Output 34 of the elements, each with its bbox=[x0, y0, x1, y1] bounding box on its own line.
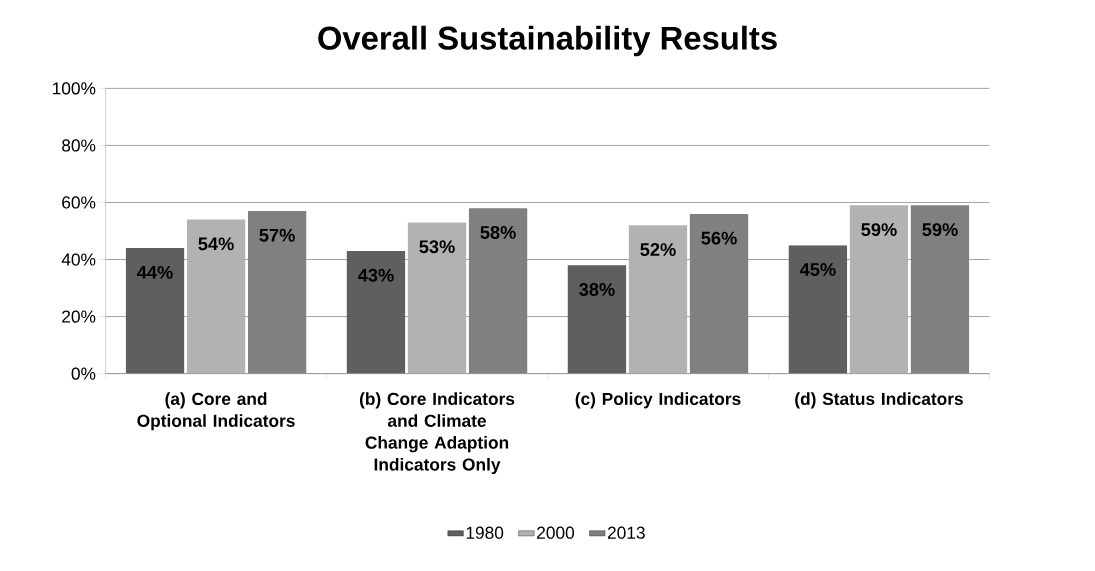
bar bbox=[125, 247, 185, 374]
y-tick-label: 20% bbox=[62, 310, 96, 323]
y-tick-label: 80% bbox=[62, 139, 96, 152]
data-label: 56% bbox=[701, 231, 737, 245]
bar bbox=[346, 250, 406, 374]
data-label: 53% bbox=[419, 240, 455, 253]
y-tick-label: 60% bbox=[62, 196, 96, 209]
chart-title: Overall Sustainability Results bbox=[318, 25, 777, 57]
x-tick-label: (d) Status Indicators bbox=[795, 392, 963, 409]
data-label: 54% bbox=[198, 237, 234, 251]
x-tick-label: (b) Core Indicators and Climate Change Adaption Indicators Only bbox=[359, 392, 515, 474]
bar bbox=[788, 245, 848, 374]
data-label: 58% bbox=[480, 225, 516, 239]
legend-label: 2000 bbox=[537, 526, 575, 539]
y-tick-label: 100% bbox=[52, 82, 96, 95]
data-label: 43% bbox=[358, 268, 394, 282]
data-label: 59% bbox=[922, 222, 958, 236]
data-label: 57% bbox=[259, 228, 295, 242]
x-tick-label: (a) Core and Optional Indicators bbox=[137, 392, 295, 431]
data-label: 45% bbox=[799, 262, 836, 276]
data-label: 59% bbox=[861, 222, 897, 236]
y-tick-label: 0% bbox=[71, 367, 96, 380]
data-label: 44% bbox=[137, 265, 173, 279]
bar bbox=[567, 265, 627, 374]
legend-label: 1980 bbox=[466, 526, 504, 539]
bar bbox=[849, 205, 909, 374]
bar bbox=[186, 219, 246, 374]
bar bbox=[628, 225, 688, 374]
data-label: 52% bbox=[640, 242, 676, 256]
x-tick-label: (c) Policy Indicators bbox=[575, 392, 741, 409]
data-label: 38% bbox=[579, 282, 615, 296]
legend-label: 2013 bbox=[607, 526, 645, 539]
y-tick-label: 40% bbox=[61, 253, 96, 266]
bar bbox=[407, 222, 467, 374]
